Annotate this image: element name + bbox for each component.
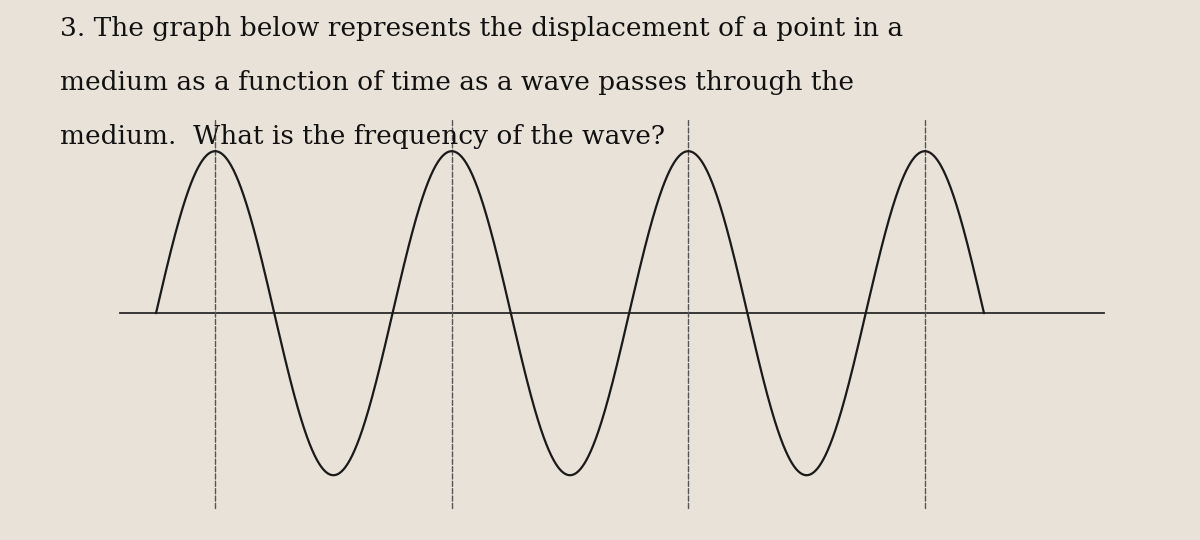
Text: medium as a function of time as a wave passes through the: medium as a function of time as a wave p… [60, 70, 854, 95]
Text: medium.  What is the frequency of the wave?: medium. What is the frequency of the wav… [60, 124, 665, 149]
Text: 3. The graph below represents the displacement of a point in a: 3. The graph below represents the displa… [60, 16, 904, 41]
